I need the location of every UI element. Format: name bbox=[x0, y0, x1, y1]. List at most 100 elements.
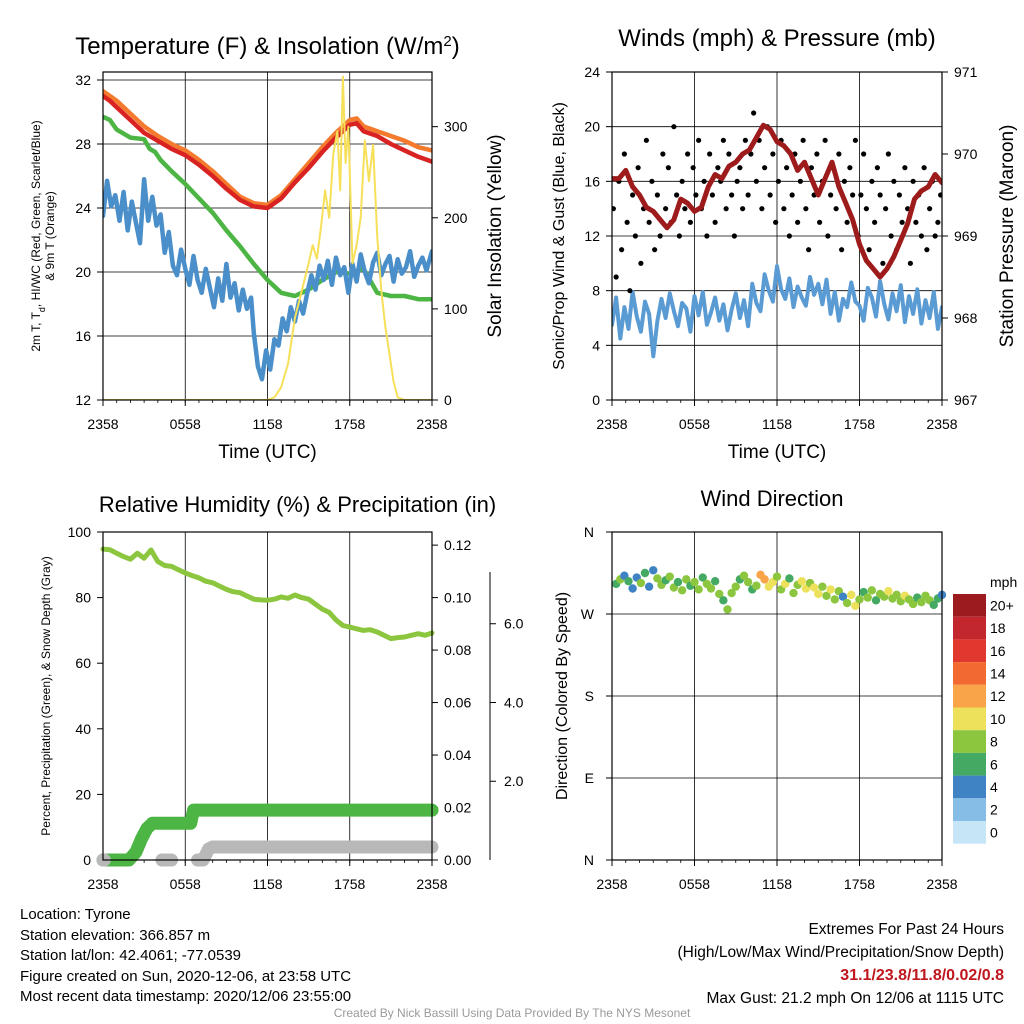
gust-point bbox=[619, 247, 625, 253]
gust-point bbox=[844, 219, 850, 225]
direction-tick-label: S bbox=[585, 688, 594, 704]
gust-point bbox=[654, 192, 660, 198]
direction-point bbox=[624, 577, 633, 586]
location-text: Location: Tyrone bbox=[20, 906, 131, 923]
gust-point bbox=[872, 219, 878, 225]
y-tick-label: 40 bbox=[75, 721, 91, 737]
y-tick-label: 80 bbox=[75, 590, 91, 606]
wind-title: Winds (mph) & Pressure (mb) bbox=[618, 25, 935, 52]
y-tick-label: 0 bbox=[83, 852, 91, 868]
direction-point bbox=[830, 595, 839, 604]
legend-swatch bbox=[953, 662, 986, 685]
gust-point bbox=[932, 233, 938, 239]
direction-point bbox=[644, 582, 654, 591]
gust-point bbox=[687, 219, 693, 225]
gust-point bbox=[899, 219, 905, 225]
precip-tick-label: 0.04 bbox=[444, 747, 471, 763]
snow-tick-label: 4.0 bbox=[504, 694, 524, 710]
legend-label: 0 bbox=[990, 824, 998, 840]
temperature-title: Temperature (F) & Insolation (W/m2) bbox=[75, 33, 459, 61]
series-line-sol bbox=[103, 75, 432, 400]
direction-point bbox=[826, 585, 835, 594]
gust-point bbox=[896, 192, 902, 198]
direction-title: Wind Direction bbox=[700, 486, 843, 511]
x-tick-label: 0558 bbox=[170, 416, 201, 432]
gust-point bbox=[918, 233, 924, 239]
elevation-text: Station elevation: 366.857 m bbox=[20, 926, 211, 944]
direction-point bbox=[789, 588, 798, 598]
y-right-tick-label: 970 bbox=[954, 146, 978, 162]
gust-point bbox=[913, 219, 919, 225]
gust-point bbox=[789, 192, 795, 198]
gust-point bbox=[734, 178, 740, 184]
gust-point bbox=[814, 151, 820, 157]
gust-point bbox=[773, 219, 779, 225]
legend-swatch bbox=[953, 707, 986, 731]
y-tick-label: 0 bbox=[592, 392, 600, 408]
legend-swatch bbox=[953, 639, 986, 663]
gust-point bbox=[652, 247, 658, 253]
direction-point bbox=[892, 590, 901, 600]
direction-point bbox=[743, 577, 753, 587]
direction-point bbox=[847, 590, 856, 600]
gust-point bbox=[784, 165, 790, 171]
direction-point bbox=[822, 591, 831, 600]
speed-legend: mph 20+ 18 16 14 12 10 8 6 4 2 0 bbox=[953, 574, 1017, 844]
x-tick-label: 1758 bbox=[334, 876, 365, 892]
gust-point bbox=[775, 178, 781, 184]
y-tick-label: 4 bbox=[592, 337, 600, 353]
legend-label: 16 bbox=[990, 643, 1006, 659]
legend-label: 6 bbox=[990, 756, 998, 772]
direction-point bbox=[867, 586, 877, 595]
direction-point bbox=[710, 577, 720, 586]
gust-point bbox=[910, 178, 916, 184]
gust-point bbox=[742, 137, 748, 143]
y-tick-label: 20 bbox=[584, 119, 600, 135]
gust-point bbox=[866, 247, 872, 253]
gust-point bbox=[638, 260, 644, 266]
gust-point bbox=[635, 165, 641, 171]
direction-point bbox=[731, 582, 740, 591]
gust-point bbox=[613, 274, 619, 280]
x-tick-label: 1158 bbox=[762, 876, 792, 892]
direction-point bbox=[929, 600, 938, 610]
gust-point bbox=[712, 219, 718, 225]
temperature-y-label-line2: & 9m T (Orange) bbox=[43, 191, 57, 281]
gust-point bbox=[723, 206, 729, 212]
gust-point bbox=[704, 233, 710, 239]
x-tick-label: 2358 bbox=[926, 416, 957, 432]
legend-label: 12 bbox=[990, 688, 1006, 704]
extremes-info: Extremes For Past 24 Hours (High/Low/Max… bbox=[678, 918, 1005, 1010]
gust-point bbox=[806, 247, 812, 253]
direction-tick-label: W bbox=[581, 606, 595, 622]
series-line-snow bbox=[191, 840, 439, 867]
gust-point bbox=[888, 233, 894, 239]
gust-point bbox=[852, 137, 858, 143]
gust-point bbox=[660, 151, 666, 157]
y-tick-label: 24 bbox=[584, 64, 600, 80]
temperature-series bbox=[103, 75, 432, 400]
gust-point bbox=[770, 151, 776, 157]
temperature-y-label-line1: 2m T, Td, HI/WC (Red, Green, Scarlet/Blu… bbox=[29, 120, 47, 351]
precip-tick-label: 0.08 bbox=[444, 642, 471, 658]
direction-point bbox=[871, 596, 881, 605]
direction-point bbox=[842, 598, 852, 608]
gust-point bbox=[720, 137, 726, 143]
snow-tick-label: 6.0 bbox=[504, 616, 524, 632]
direction-point bbox=[706, 584, 716, 593]
solar-axis-label: Solar Insolation (Yellow) bbox=[485, 134, 506, 337]
x-tick-label: 1758 bbox=[844, 876, 875, 892]
max-gust-text: Max Gust: 21.2 mph On 12/06 at 1115 UTC bbox=[706, 990, 1004, 1007]
precip-tick-label: 0.12 bbox=[444, 537, 471, 553]
precip-tick-label: 0.06 bbox=[444, 695, 471, 711]
series-line-t2m bbox=[103, 93, 432, 211]
direction-point bbox=[694, 585, 703, 594]
x-tick-label: 1158 bbox=[252, 876, 282, 892]
x-tick-label: 0558 bbox=[170, 876, 201, 892]
direction-point bbox=[917, 597, 926, 607]
humidity-panel: 2358 0558 1158 1758 2358 0 20 40 60 80 100 0.00 0.02… bbox=[39, 492, 524, 892]
gust-point bbox=[885, 151, 891, 157]
x-tick-label: 2358 bbox=[596, 416, 627, 432]
precip-tick-label: 0.00 bbox=[444, 852, 471, 868]
legend-swatch bbox=[953, 821, 986, 844]
